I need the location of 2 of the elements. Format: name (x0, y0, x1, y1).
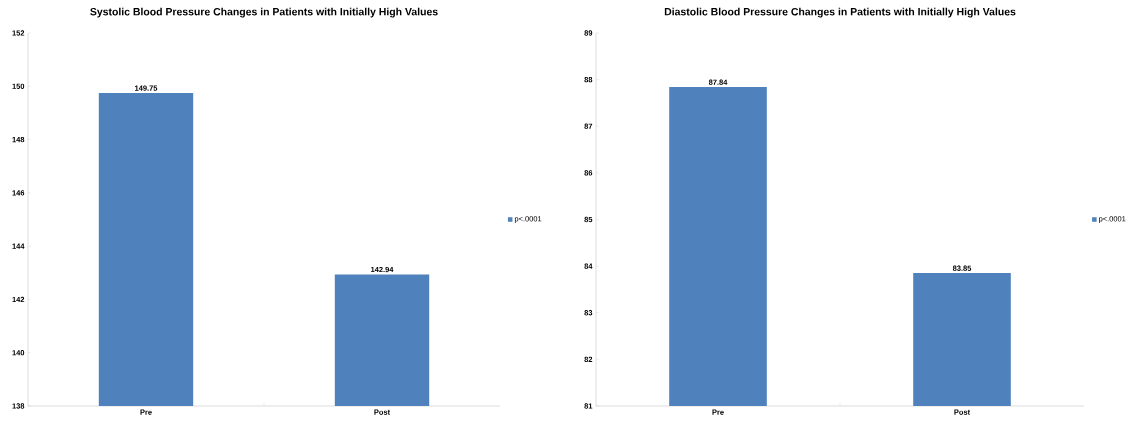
chart-title: Systolic Blood Pressure Changes in Patients with Initially High Values (90, 7, 438, 18)
chart-title: Diastolic Blood Pressure Changes in Patients with Initially High Values (664, 7, 1016, 18)
